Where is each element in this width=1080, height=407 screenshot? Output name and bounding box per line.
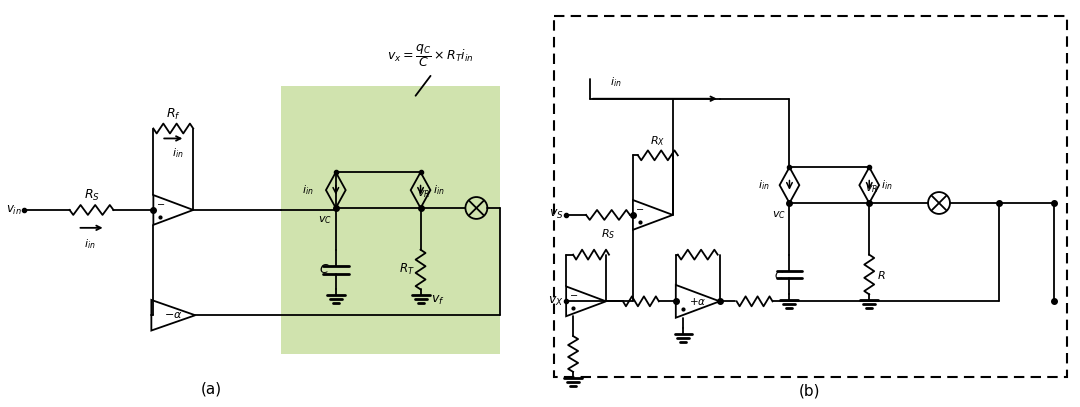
Text: $i_{in}$: $i_{in}$ [610,75,622,89]
Text: $R_S$: $R_S$ [83,188,99,203]
Text: $i_{in}$: $i_{in}$ [758,178,770,192]
Text: $v_X$: $v_X$ [548,295,563,308]
Text: $v_f$: $v_f$ [431,294,444,307]
Text: $-$: $-$ [635,203,645,213]
Text: $-\alpha$: $-\alpha$ [164,310,183,320]
Text: $C$: $C$ [320,263,329,276]
Bar [281,86,500,354]
Text: (b): (b) [798,383,820,398]
Text: $v_R$: $v_R$ [417,188,430,200]
Text: $R_X$: $R_X$ [650,135,665,149]
Text: $i_{in}$: $i_{in}$ [881,178,893,192]
Text: (a): (a) [201,381,221,396]
Text: $R_f$: $R_f$ [166,107,180,122]
Text: $v_C$: $v_C$ [771,209,785,221]
Text: $i_{in}$: $i_{in}$ [173,147,184,160]
Text: $v_R$: $v_R$ [865,183,878,195]
Bar [554,16,1067,377]
Text: $R_T$: $R_T$ [399,262,415,277]
Text: $i_{in}$: $i_{in}$ [432,183,444,197]
Text: $R_S$: $R_S$ [600,227,616,241]
Text: $C$: $C$ [773,269,783,280]
Text: $v_C$: $v_C$ [318,214,332,226]
Text: $-$: $-$ [156,198,165,208]
Text: $+\alpha$: $+\alpha$ [689,296,706,307]
Text: $-$: $-$ [568,289,578,300]
Text: $v_x = \dfrac{q_C}{C} \times R_T i_{in}$: $v_x = \dfrac{q_C}{C} \times R_T i_{in}$ [387,43,474,70]
Text: $i_{in}$: $i_{in}$ [84,237,95,251]
Text: $v_{in}$: $v_{in}$ [5,204,22,217]
Text: $i_{in}$: $i_{in}$ [302,183,314,197]
Text: $R$: $R$ [877,269,886,280]
Text: $v_S$: $v_S$ [550,208,564,221]
